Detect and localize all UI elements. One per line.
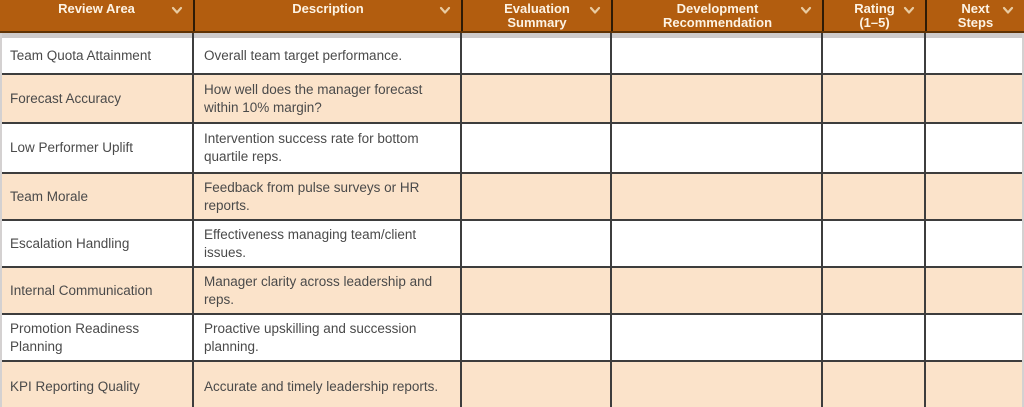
cell-rating: [821, 219, 926, 269]
cell-review-area: Escalation Handling: [2, 219, 194, 269]
header-gap-cell: [821, 33, 926, 38]
column-header-label: Review Area: [58, 1, 135, 16]
column-header-next-steps[interactable]: Next Steps: [925, 0, 1024, 31]
table-row: Internal Communication Manager clarity a…: [2, 266, 1022, 316]
header-gap-cell: [924, 33, 1022, 38]
column-header-label: Recommendation: [662, 15, 773, 30]
cell-review-area: KPI Reporting Quality: [2, 360, 194, 407]
cell-rating: [821, 73, 926, 124]
cell-description: Manager clarity across leadership and re…: [192, 266, 462, 316]
cell-next-steps: [924, 360, 1022, 407]
cell-next-steps: [924, 266, 1022, 316]
cell-next-steps: [924, 122, 1022, 174]
table-row: Team Quota Attainment Overall team targe…: [2, 38, 1022, 75]
cell-next-steps: [924, 73, 1022, 124]
cell-description: How well does the manager forecast withi…: [192, 73, 462, 124]
cell-review-area: Team Quota Attainment: [2, 38, 194, 75]
chevron-down-icon[interactable]: [171, 4, 183, 18]
chevron-down-icon[interactable]: [1002, 4, 1014, 18]
column-header-description[interactable]: Description: [193, 0, 461, 31]
cell-description: Intervention success rate for bottom qua…: [192, 122, 462, 174]
cell-evaluation-summary: [460, 266, 612, 316]
column-header-label: (1–5): [859, 15, 890, 30]
chevron-down-icon[interactable]: [800, 4, 812, 18]
cell-description: Effectiveness managing team/client issue…: [192, 219, 462, 269]
header-gap-cell: [192, 33, 462, 38]
cell-rating: [821, 360, 926, 407]
header-gap-cell: [610, 33, 823, 38]
chevron-down-icon[interactable]: [903, 4, 915, 18]
cell-development-recommendation: [610, 219, 823, 269]
cell-evaluation-summary: [460, 219, 612, 269]
table-row: KPI Reporting Quality Accurate and timel…: [2, 360, 1022, 407]
header-gap-row: [2, 33, 1022, 38]
cell-next-steps: [924, 171, 1022, 222]
column-header-label: Summary: [507, 15, 567, 30]
cell-next-steps: [924, 38, 1022, 75]
column-header-label: Rating: [854, 1, 895, 16]
cell-description: Overall team target performance.: [192, 38, 462, 75]
header-gap-cell: [2, 33, 194, 38]
cell-review-area: Internal Communication: [2, 266, 194, 316]
column-header-evaluation-summary[interactable]: Evaluation Summary: [461, 0, 611, 31]
cell-evaluation-summary: [460, 73, 612, 124]
cell-next-steps: [924, 219, 1022, 269]
cell-development-recommendation: [610, 73, 823, 124]
cell-review-area: Low Performer Uplift: [2, 122, 194, 174]
column-header-label: Steps: [957, 15, 994, 30]
cell-rating: [821, 266, 926, 316]
table-row: Promotion Readiness Planning Proactive u…: [2, 313, 1022, 363]
cell-development-recommendation: [610, 171, 823, 222]
column-header-label: Next: [961, 1, 990, 16]
column-header-label: Evaluation: [504, 1, 570, 16]
cell-development-recommendation: [610, 122, 823, 174]
cell-review-area: Forecast Accuracy: [2, 73, 194, 124]
table-row: Low Performer Uplift Intervention succes…: [2, 122, 1022, 174]
column-header-review-area[interactable]: Review Area: [0, 0, 193, 31]
review-table: Team Quota Attainment Overall team targe…: [2, 33, 1022, 407]
table-header-row: Review Area Description Evaluation Summa…: [0, 0, 1024, 33]
cell-description: Accurate and timely leadership reports.: [192, 360, 462, 407]
cell-next-steps: [924, 313, 1022, 363]
column-header-rating[interactable]: Rating (1–5): [822, 0, 925, 31]
table-row: Escalation Handling Effectiveness managi…: [2, 219, 1022, 269]
cell-rating: [821, 38, 926, 75]
chevron-down-icon[interactable]: [589, 4, 601, 18]
column-header-development-recommendation[interactable]: Development Recommendation: [611, 0, 822, 31]
table-row: Team Morale Feedback from pulse surveys …: [2, 171, 1022, 222]
cell-rating: [821, 122, 926, 174]
cell-development-recommendation: [610, 266, 823, 316]
cell-rating: [821, 313, 926, 363]
column-header-label: Development: [676, 1, 759, 16]
cell-evaluation-summary: [460, 313, 612, 363]
cell-evaluation-summary: [460, 171, 612, 222]
cell-description: Proactive upskilling and succession plan…: [192, 313, 462, 363]
cell-development-recommendation: [610, 38, 823, 75]
cell-evaluation-summary: [460, 38, 612, 75]
cell-evaluation-summary: [460, 122, 612, 174]
cell-evaluation-summary: [460, 360, 612, 407]
chevron-down-icon[interactable]: [439, 4, 451, 18]
cell-review-area: Team Morale: [2, 171, 194, 222]
table-row: Forecast Accuracy How well does the mana…: [2, 73, 1022, 124]
cell-rating: [821, 171, 926, 222]
cell-development-recommendation: [610, 313, 823, 363]
cell-review-area: Promotion Readiness Planning: [2, 313, 194, 363]
column-header-label: Description: [292, 1, 364, 16]
cell-description: Feedback from pulse surveys or HR report…: [192, 171, 462, 222]
cell-development-recommendation: [610, 360, 823, 407]
header-gap-cell: [460, 33, 612, 38]
